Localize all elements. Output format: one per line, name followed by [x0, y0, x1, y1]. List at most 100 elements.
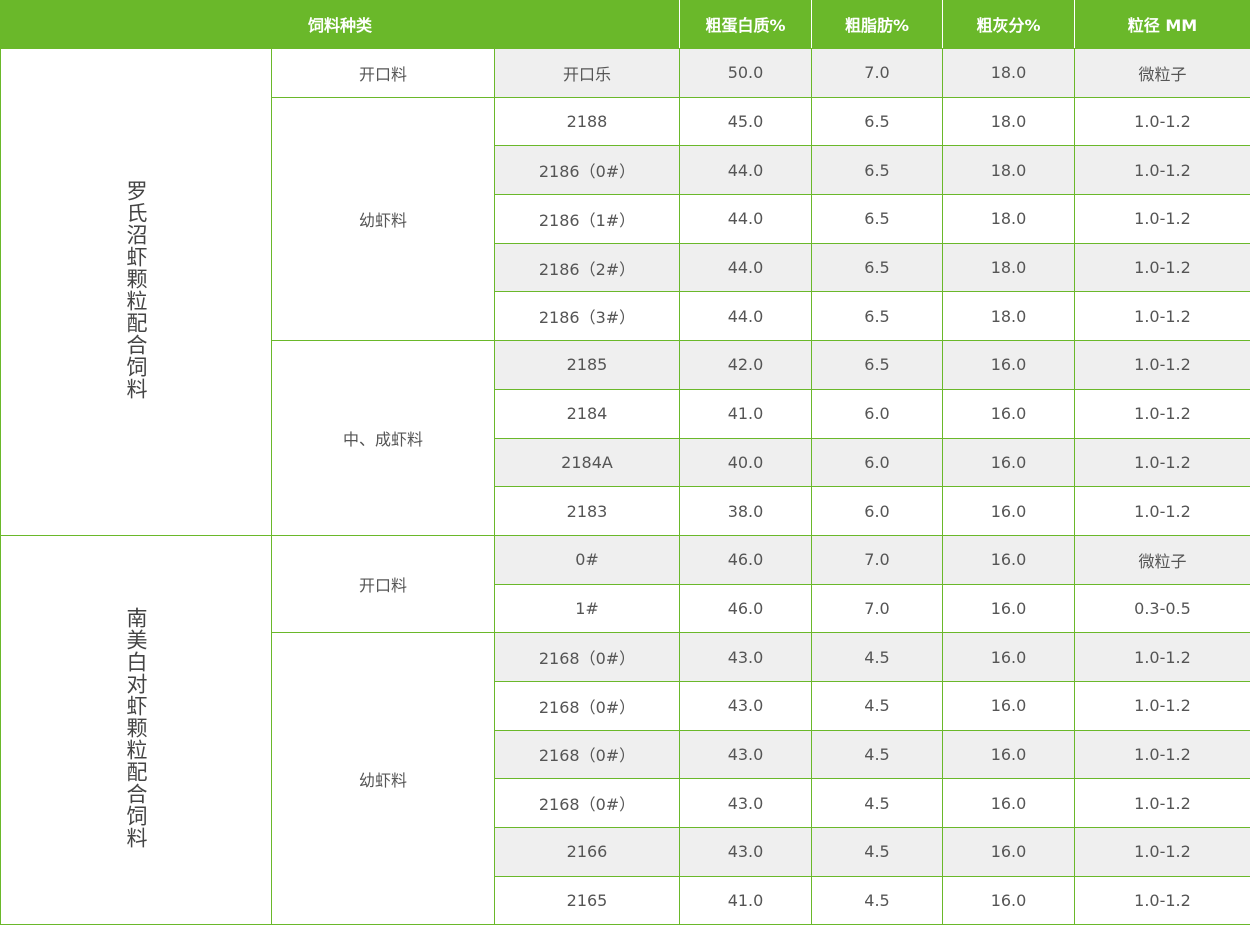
stage-cell: 幼虾料	[271, 632, 495, 926]
product-cell: 2184	[494, 388, 680, 439]
size-cell: 1.0-1.2	[1074, 778, 1250, 828]
fat-cell: 4.5	[811, 680, 943, 731]
fat-cell: 7.0	[811, 583, 943, 634]
stage-cell: 中、成虾料	[271, 340, 495, 536]
product-cell: 1#	[494, 583, 680, 634]
protein-cell: 41.0	[679, 388, 812, 439]
series-cell: 南美白对虾颗粒配合饲料	[0, 534, 272, 926]
fat-cell: 6.5	[811, 96, 943, 147]
fat-cell: 6.5	[811, 194, 943, 244]
header-category: 饲料种类	[0, 0, 680, 49]
stage-cell: 幼虾料	[271, 96, 495, 342]
size-cell: 微粒子	[1074, 48, 1250, 98]
protein-cell: 46.0	[679, 583, 812, 634]
table-row: 2184A 40.0 6.0 16.0 1.0-1.2	[1, 437, 1250, 488]
ash-cell: 18.0	[942, 48, 1075, 98]
protein-cell: 50.0	[679, 48, 812, 98]
ash-cell: 18.0	[942, 291, 1075, 342]
ash-cell: 18.0	[942, 96, 1075, 147]
product-cell: 2183	[494, 486, 680, 536]
product-cell: 2168（0#）	[494, 729, 680, 780]
ash-cell: 16.0	[942, 632, 1075, 682]
size-cell: 1.0-1.2	[1074, 242, 1250, 293]
fat-cell: 6.5	[811, 291, 943, 342]
header-fat: 粗脂肪%	[811, 0, 943, 49]
table-row: 2168（0#） 43.0 4.5 16.0 1.0-1.2	[1, 680, 1250, 731]
ash-cell: 18.0	[942, 194, 1075, 244]
product-cell: 2166	[494, 827, 680, 877]
fat-cell: 6.0	[811, 388, 943, 439]
header-row: 饲料种类 粗蛋白质% 粗脂肪% 粗灰分% 粒径 MM	[0, 0, 1250, 49]
header-ash: 粗灰分%	[942, 0, 1075, 49]
stage-cell: 开口料	[271, 534, 495, 634]
ash-cell: 16.0	[942, 583, 1075, 634]
protein-cell: 38.0	[679, 486, 812, 536]
fat-cell: 4.5	[811, 875, 943, 926]
protein-cell: 43.0	[679, 632, 812, 682]
ash-cell: 16.0	[942, 875, 1075, 926]
fat-cell: 6.5	[811, 145, 943, 196]
table-row: 幼虾料 2188 45.0 6.5 18.0 1.0-1.2	[1, 96, 1250, 342]
table-row: 南美白对虾颗粒配合饲料 开口料 0# 46.0 7.0 16.0 微粒子	[0, 534, 1250, 926]
table-row: 幼虾料 2168（0#） 43.0 4.5 16.0 1.0-1.2	[1, 632, 1250, 926]
protein-cell: 43.0	[679, 680, 812, 731]
size-cell: 1.0-1.2	[1074, 388, 1250, 439]
table-row: 2186（1#） 44.0 6.5 18.0 1.0-1.2	[1, 194, 1250, 244]
table-row: 2183 38.0 6.0 16.0 1.0-1.2	[1, 486, 1250, 536]
fat-cell: 6.0	[811, 486, 943, 536]
size-cell: 0.3-0.5	[1074, 583, 1250, 634]
series-label: 南美白对虾颗粒配合饲料	[124, 607, 148, 850]
ash-cell: 16.0	[942, 827, 1075, 877]
size-cell: 1.0-1.2	[1074, 729, 1250, 780]
product-cell: 2186（3#）	[494, 291, 680, 342]
table-row: 2166 43.0 4.5 16.0 1.0-1.2	[1, 827, 1250, 877]
series-label: 罗氏沼虾颗粒配合饲料	[124, 179, 148, 400]
size-cell: 1.0-1.2	[1074, 291, 1250, 342]
fat-cell: 7.0	[811, 534, 943, 585]
fat-cell: 6.0	[811, 437, 943, 488]
product-cell: 2186（0#）	[494, 145, 680, 196]
fat-cell: 6.5	[811, 340, 943, 390]
product-cell: 2168（0#）	[494, 632, 680, 682]
feed-spec-table: 饲料种类 粗蛋白质% 粗脂肪% 粗灰分% 粒径 MM 罗氏沼虾颗粒配合饲料 开口料…	[0, 0, 1250, 926]
product-cell: 2186（2#）	[494, 242, 680, 293]
product-cell: 2165	[494, 875, 680, 926]
fat-cell: 6.5	[811, 242, 943, 293]
table-row: 2186（2#） 44.0 6.5 18.0 1.0-1.2	[1, 242, 1250, 293]
size-cell: 1.0-1.2	[1074, 340, 1250, 390]
table-row: 2165 41.0 4.5 16.0 1.0-1.2	[1, 875, 1250, 926]
fat-cell: 4.5	[811, 729, 943, 780]
size-cell: 微粒子	[1074, 534, 1250, 585]
product-cell: 0#	[494, 534, 680, 585]
protein-cell: 42.0	[679, 340, 812, 390]
stage-cell: 开口料	[271, 48, 495, 98]
product-cell: 2168（0#）	[494, 680, 680, 731]
protein-cell: 45.0	[679, 96, 812, 147]
table-row: 中、成虾料 2185 42.0 6.5 16.0 1.0-1.2	[1, 340, 1250, 536]
header-size: 粒径 MM	[1074, 0, 1250, 49]
ash-cell: 16.0	[942, 729, 1075, 780]
protein-cell: 44.0	[679, 145, 812, 196]
product-cell: 2186（1#）	[494, 194, 680, 244]
ash-cell: 16.0	[942, 778, 1075, 828]
ash-cell: 18.0	[942, 242, 1075, 293]
size-cell: 1.0-1.2	[1074, 486, 1250, 536]
size-cell: 1.0-1.2	[1074, 437, 1250, 488]
protein-cell: 43.0	[679, 827, 812, 877]
size-cell: 1.0-1.2	[1074, 875, 1250, 926]
ash-cell: 18.0	[942, 145, 1075, 196]
table-row: 2168（0#） 43.0 4.5 16.0 1.0-1.2	[1, 778, 1250, 828]
product-cell: 2168（0#）	[494, 778, 680, 828]
ash-cell: 16.0	[942, 534, 1075, 585]
size-cell: 1.0-1.2	[1074, 827, 1250, 877]
fat-cell: 4.5	[811, 778, 943, 828]
protein-cell: 43.0	[679, 778, 812, 828]
table-row: 1# 46.0 7.0 16.0 0.3-0.5	[1, 583, 1250, 634]
ash-cell: 16.0	[942, 388, 1075, 439]
size-cell: 1.0-1.2	[1074, 145, 1250, 196]
product-cell: 2184A	[494, 437, 680, 488]
table-row: 2186（0#） 44.0 6.5 18.0 1.0-1.2	[1, 145, 1250, 196]
protein-cell: 44.0	[679, 242, 812, 293]
size-cell: 1.0-1.2	[1074, 680, 1250, 731]
product-cell: 2188	[494, 96, 680, 147]
